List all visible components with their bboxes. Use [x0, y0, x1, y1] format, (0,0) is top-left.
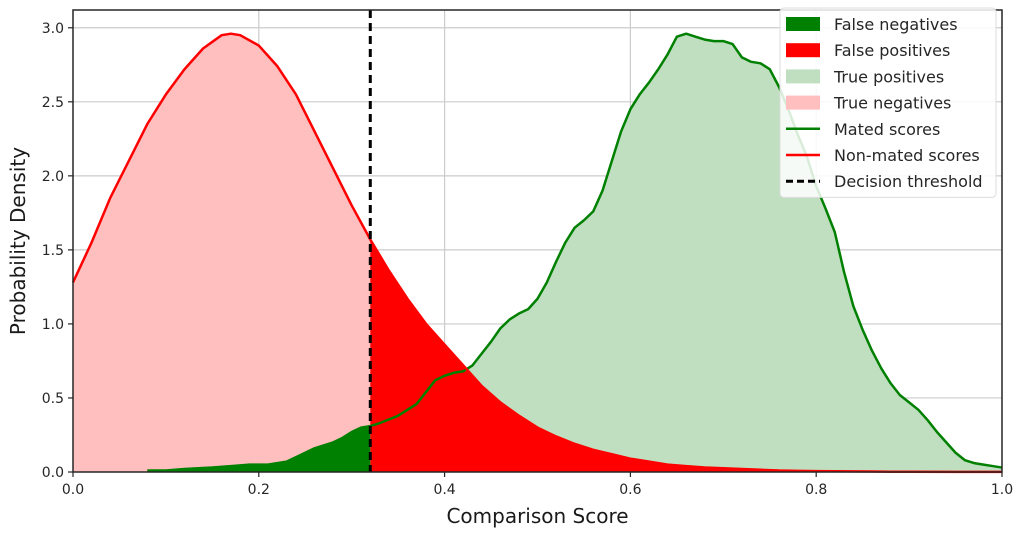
legend-label-false-negatives: False negatives [834, 15, 958, 34]
y-tick-label: 2.5 [42, 95, 64, 111]
x-tick-label: 0.4 [433, 482, 455, 498]
y-tick-label: 1.5 [42, 243, 64, 259]
series-lines [71, 32, 1003, 474]
axis-ticks: 0.0 0.2 0.4 0.6 0.8 1.0 0.0 0.5 1.0 1.5 2.0 2.5 3.0 [42, 21, 1013, 498]
y-tick-label: 0.0 [42, 465, 64, 481]
x-tick-label: 0.0 [62, 482, 84, 498]
legend-box [779, 7, 997, 198]
y-axis-title: Probability Density [6, 147, 30, 335]
legend-label-mated-scores: Mated scores [834, 120, 940, 139]
legend: False negatives False positives True posit… [779, 7, 997, 198]
legend-label-true-positives: True positives [833, 67, 944, 86]
x-tick-label: 0.8 [805, 482, 827, 498]
y-tick-label: 1.0 [42, 317, 64, 333]
false-negatives-area [147, 426, 371, 472]
true-negatives-area [73, 33, 371, 472]
y-tick-label: 3.0 [42, 21, 64, 37]
legend-label-false-positives: False positives [834, 41, 950, 60]
legend-swatch-false-positives [786, 43, 820, 58]
x-axis-title: Comparison Score [446, 504, 628, 528]
legend-swatch-true-negatives [786, 95, 820, 110]
plot-frame [72, 9, 1003, 473]
legend-label-decision-threshold: Decision threshold [834, 172, 983, 191]
y-tick-label: 2.0 [42, 169, 64, 185]
non-mated-scores-line [71, 32, 1002, 474]
false-positives-area [370, 239, 1002, 472]
legend-swatch-true-positives [786, 69, 820, 84]
x-tick-label: 0.6 [619, 482, 641, 498]
y-tick-label: 0.5 [42, 391, 64, 407]
legend-swatch-false-negatives [786, 17, 820, 31]
legend-label-true-negatives: True negatives [833, 94, 951, 113]
mated-scores-line [147, 32, 1003, 472]
area-fills [73, 33, 1002, 472]
true-positives-area [370, 33, 1002, 472]
legend-label-non-mated-scores: Non-mated scores [834, 146, 980, 165]
x-tick-label: 1.0 [991, 482, 1013, 498]
x-tick-label: 0.2 [248, 482, 270, 498]
